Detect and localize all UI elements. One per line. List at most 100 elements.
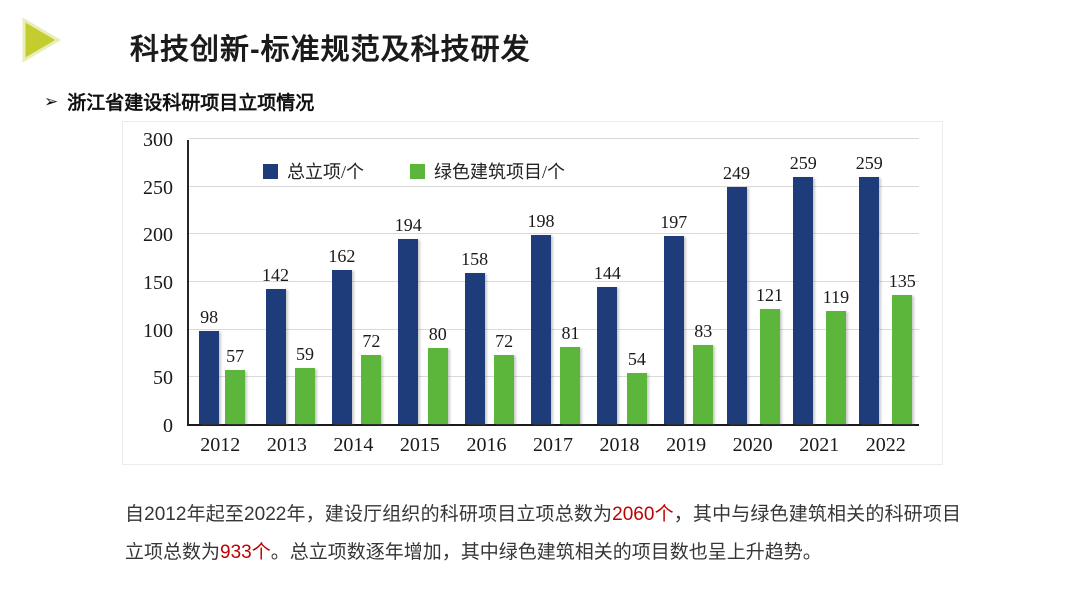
bar bbox=[793, 177, 814, 424]
gridline bbox=[189, 185, 919, 187]
gridline bbox=[189, 376, 919, 378]
bar-column: 80 bbox=[427, 324, 448, 424]
bar-group: 98 57 bbox=[189, 140, 255, 424]
bar bbox=[892, 295, 913, 424]
bar-group: 198 81 bbox=[521, 140, 587, 424]
chart-legend: 总立项/个 绿色建筑项目/个 bbox=[263, 158, 565, 184]
plot-area: 98 57 142 59 162 72 194 80 158 72 198 81 144 54 197 83 2… bbox=[187, 138, 919, 426]
y-axis-tick-label: 50 bbox=[153, 367, 173, 390]
x-axis-labels: 2012 2013 2014 2015 2016 2017 2018 2019 2020 2021… bbox=[187, 434, 919, 457]
bar-group: 194 80 bbox=[388, 140, 454, 424]
x-axis-tick-label: 2012 bbox=[200, 434, 241, 456]
bar bbox=[597, 287, 618, 424]
bar-value-label: 81 bbox=[561, 323, 580, 343]
gridline bbox=[189, 233, 919, 235]
bar bbox=[199, 331, 220, 424]
bar-column: 158 bbox=[461, 249, 488, 424]
bar-value-label: 83 bbox=[694, 321, 713, 341]
bar-value-label: 121 bbox=[756, 285, 784, 305]
footer-segment: 。总立项数逐年增加，其中绿色建筑相关的项目数也呈上升趋势。 bbox=[270, 542, 822, 563]
bar bbox=[295, 368, 316, 424]
x-axis-tick-label: 2021 bbox=[799, 434, 840, 456]
bar-column: 83 bbox=[693, 321, 714, 424]
bar-group: 259 119 bbox=[786, 140, 852, 424]
y-axis-tick-label: 0 bbox=[163, 415, 173, 437]
bar-value-label: 119 bbox=[822, 287, 850, 307]
footer-segment: 933个 bbox=[220, 542, 271, 563]
bar-value-label: 59 bbox=[296, 344, 315, 364]
bar bbox=[265, 289, 286, 424]
x-axis-tick-label: 2022 bbox=[865, 434, 906, 456]
bar bbox=[464, 273, 485, 424]
bar bbox=[626, 373, 647, 424]
x-axis-tick-label: 2015 bbox=[399, 434, 440, 456]
y-axis-tick-label: 100 bbox=[143, 319, 173, 342]
bar-value-label: 162 bbox=[328, 246, 356, 266]
bar-column: 59 bbox=[295, 344, 316, 424]
bar bbox=[361, 355, 382, 424]
bar-column: 98 bbox=[199, 307, 220, 424]
bar bbox=[530, 235, 551, 424]
gridline bbox=[189, 281, 919, 282]
bar-group: 144 54 bbox=[587, 140, 653, 424]
bar-value-label: 198 bbox=[527, 211, 555, 231]
bar-value-label: 142 bbox=[262, 265, 290, 285]
bar-group: 197 83 bbox=[654, 140, 720, 424]
x-axis-tick-label: 2019 bbox=[666, 434, 707, 456]
x-axis-tick-label: 2018 bbox=[599, 434, 640, 456]
bar-value-label: 194 bbox=[394, 215, 422, 235]
bar-value-label: 98 bbox=[200, 307, 219, 327]
bar-column: 57 bbox=[225, 346, 246, 424]
bar bbox=[693, 345, 714, 424]
bar-group: 142 59 bbox=[255, 140, 321, 424]
bar bbox=[331, 270, 352, 424]
bar-value-label: 158 bbox=[461, 249, 489, 269]
bar-value-label: 197 bbox=[660, 212, 688, 232]
bar-column: 197 bbox=[660, 212, 687, 424]
bar-column: 121 bbox=[756, 285, 783, 424]
footer-segment: ，其中与绿色建筑相关的科研项目立项总数为 bbox=[125, 504, 961, 563]
bar-column: 119 bbox=[823, 287, 849, 424]
y-axis-tick-label: 200 bbox=[143, 224, 173, 247]
bar bbox=[560, 347, 581, 424]
bar-column: 142 bbox=[262, 265, 289, 424]
gridline bbox=[189, 138, 919, 139]
x-axis-tick-label: 2014 bbox=[333, 434, 374, 456]
bar-value-label: 259 bbox=[789, 153, 817, 173]
bar-value-label: 144 bbox=[593, 263, 621, 283]
bar bbox=[726, 187, 747, 424]
bar-column: 54 bbox=[626, 349, 647, 424]
bar-column: 81 bbox=[560, 323, 581, 424]
y-axis-tick-label: 250 bbox=[143, 176, 173, 199]
footer-segment: 2060个 bbox=[612, 504, 674, 525]
bar-value-label: 135 bbox=[888, 271, 916, 291]
bar-column: 135 bbox=[889, 271, 916, 424]
bar bbox=[759, 309, 780, 424]
bar-value-label: 72 bbox=[362, 331, 381, 351]
accent-triangle-icon bbox=[22, 17, 61, 63]
legend-item: 总立项/个 bbox=[263, 158, 364, 184]
bar-column: 259 bbox=[790, 153, 817, 424]
bar bbox=[427, 348, 448, 424]
gridline bbox=[189, 328, 919, 330]
legend-label: 总立项/个 bbox=[287, 162, 365, 182]
bullet-arrow-icon: ➢ bbox=[44, 92, 59, 111]
bar-column: 249 bbox=[723, 163, 750, 424]
bar bbox=[225, 370, 246, 424]
legend-swatch-icon bbox=[263, 163, 278, 179]
page-title: 科技创新-标准规范及科技研发 bbox=[130, 34, 531, 66]
bar-group: 162 72 bbox=[322, 140, 388, 424]
bar-column: 72 bbox=[361, 331, 382, 424]
bar-value-label: 80 bbox=[428, 324, 447, 344]
bar-column: 72 bbox=[494, 331, 515, 424]
footer-paragraph: 自2012年起至2022年，建设厅组织的科研项目立项总数为2060个，其中与绿色… bbox=[125, 496, 961, 572]
bar-value-label: 54 bbox=[627, 349, 646, 369]
bar-column: 194 bbox=[395, 215, 422, 424]
x-axis-tick-label: 2017 bbox=[533, 434, 573, 456]
bar-column: 198 bbox=[527, 211, 554, 424]
bar-groups: 98 57 142 59 162 72 194 80 158 72 198 81 144 54 197 83 2… bbox=[189, 140, 919, 424]
bar-column: 259 bbox=[856, 153, 883, 424]
bar-column: 162 bbox=[328, 246, 355, 424]
x-axis-tick-label: 2020 bbox=[732, 434, 773, 456]
